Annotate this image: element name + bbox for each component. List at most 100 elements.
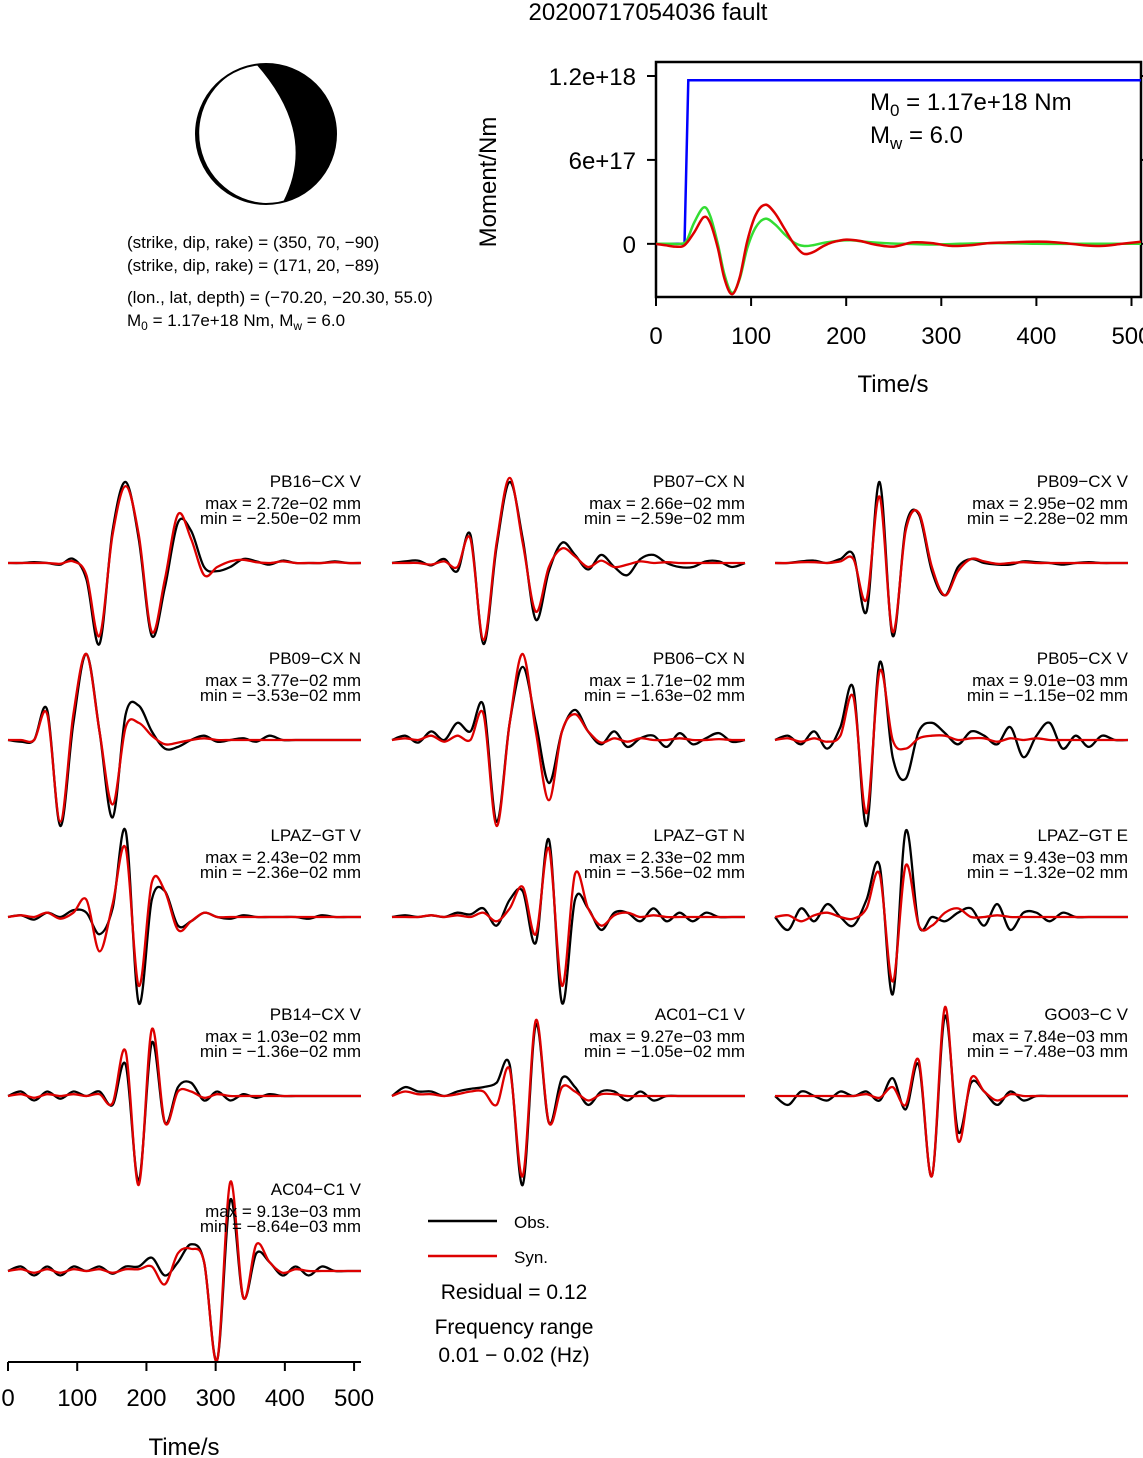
synthetic-trace bbox=[7, 1027, 361, 1187]
observed-trace bbox=[774, 829, 1128, 996]
waveform-x-tick-label: 100 bbox=[57, 1385, 97, 1412]
figure-title: 20200717054036 fault bbox=[529, 0, 768, 26]
station-max: max = 9.43e−03 mm bbox=[972, 848, 1128, 867]
station-name: PB05−CX V bbox=[1037, 649, 1129, 668]
synthetic-trace bbox=[774, 668, 1128, 815]
station-min: min = −2.50e−02 mm bbox=[200, 509, 361, 528]
nodal-plane-1: (strike, dip, rake) = (350, 70, −90) bbox=[127, 233, 379, 252]
synthetic-trace bbox=[391, 1019, 745, 1178]
waveform-x-tick-label: 200 bbox=[126, 1385, 166, 1412]
legend: Obs. Syn. bbox=[428, 1213, 550, 1267]
station-min: min = −1.05e−02 mm bbox=[584, 1042, 745, 1061]
waveform-x-tick-label: 500 bbox=[334, 1385, 374, 1412]
moment-x-tick-label: 100 bbox=[731, 323, 771, 350]
moment-plot: 0 100 200 300 400 500 1.2e+18 6e+17 0 bbox=[549, 60, 1143, 350]
station-min: min = −2.28e−02 mm bbox=[967, 509, 1128, 528]
moment-series-line bbox=[656, 203, 1141, 296]
beachball-white-lobe bbox=[199, 64, 296, 204]
station-min: min = −8.64e−03 mm bbox=[200, 1217, 361, 1236]
moment-plot-frame bbox=[654, 60, 1143, 299]
synthetic-trace bbox=[774, 863, 1128, 983]
station-max: max = 2.66e−02 mm bbox=[589, 494, 745, 513]
waveform-x-tick-label: 400 bbox=[265, 1385, 305, 1412]
station-max: max = 7.84e−03 mm bbox=[972, 1027, 1128, 1046]
station-max: max = 2.95e−02 mm bbox=[972, 494, 1128, 513]
station-name: AC04−C1 V bbox=[271, 1180, 362, 1199]
mw-annotation: Mw = 6.0 bbox=[870, 122, 963, 153]
station-min: min = −2.36e−02 mm bbox=[200, 863, 361, 882]
synthetic-trace bbox=[7, 652, 361, 823]
observed-trace bbox=[7, 1040, 361, 1182]
station-name: AC01−C1 V bbox=[655, 1005, 746, 1024]
station-name: LPAZ−GT N bbox=[654, 826, 745, 845]
station-min: min = −7.48e−03 mm bbox=[967, 1042, 1128, 1061]
moment-x-tick-label: 400 bbox=[1016, 323, 1056, 350]
station-max: max = 1.03e−02 mm bbox=[205, 1027, 361, 1046]
station-min: min = −1.15e−02 mm bbox=[967, 686, 1128, 705]
station-name: LPAZ−GT E bbox=[1037, 826, 1128, 845]
beachball bbox=[195, 63, 337, 205]
station-min: min = −1.63e−02 mm bbox=[584, 686, 745, 705]
station-name: PB16−CX V bbox=[270, 472, 362, 491]
station-min: min = −3.53e−02 mm bbox=[200, 686, 361, 705]
station-name: PB09−CX N bbox=[269, 649, 361, 668]
frequency-range-label: Frequency range bbox=[435, 1316, 594, 1339]
station-min: min = −2.59e−02 mm bbox=[584, 509, 745, 528]
moment-y-tick-label: 1.2e+18 bbox=[549, 64, 636, 91]
station-name: PB09−CX V bbox=[1037, 472, 1129, 491]
synthetic-trace bbox=[391, 652, 746, 828]
moment-y-tick-label: 0 bbox=[623, 232, 636, 259]
synthetic-trace bbox=[774, 1005, 1128, 1178]
station-name: PB14−CX V bbox=[270, 1005, 362, 1024]
synthetic-trace bbox=[7, 1180, 361, 1363]
legend-obs-label: Obs. bbox=[514, 1213, 550, 1232]
moment-series-line bbox=[656, 206, 1141, 295]
station-max: max = 2.43e−02 mm bbox=[205, 848, 361, 867]
moment-y-tick-label: 6e+17 bbox=[569, 148, 636, 175]
station-max: max = 9.01e−03 mm bbox=[972, 671, 1128, 690]
moment-x-tick-label: 300 bbox=[921, 323, 961, 350]
station-name: LPAZ−GT V bbox=[270, 826, 361, 845]
station-name: PB07−CX N bbox=[653, 472, 745, 491]
station-max: max = 3.77e−02 mm bbox=[205, 671, 361, 690]
observed-trace bbox=[7, 1198, 361, 1362]
station-max: max = 9.27e−03 mm bbox=[589, 1027, 745, 1046]
station-min: min = −3.56e−02 mm bbox=[584, 863, 745, 882]
moment-summary: M0 = 1.17e+18 Nm, Mw = 6.0 bbox=[127, 311, 345, 333]
waveform-x-axis-label: Time/s bbox=[148, 1434, 219, 1458]
moment-x-tick-label: 500 bbox=[1111, 323, 1143, 350]
waveform-x-tick-label: 300 bbox=[196, 1385, 236, 1412]
synthetic-trace bbox=[7, 484, 362, 638]
frequency-range-value: 0.01 − 0.02 (Hz) bbox=[438, 1344, 589, 1367]
station-max: max = 1.71e−02 mm bbox=[589, 671, 745, 690]
station-name: PB06−CX N bbox=[653, 649, 745, 668]
nodal-plane-2: (strike, dip, rake) = (171, 20, −89) bbox=[127, 256, 379, 275]
waveform-time-axis: 0 100 200 300 400 500 bbox=[1, 1361, 374, 1412]
station-max: max = 2.72e−02 mm bbox=[205, 494, 361, 513]
residual-label: Residual = 0.12 bbox=[441, 1281, 588, 1304]
moment-y-axis-label: Moment/Nm bbox=[475, 117, 502, 248]
station-min: min = −1.32e−02 mm bbox=[967, 863, 1128, 882]
moment-x-tick-label: 200 bbox=[826, 323, 866, 350]
hypocenter-location: (lon., lat, depth) = (−70.20, −20.30, 55… bbox=[127, 288, 433, 307]
waveform-x-tick-label: 0 bbox=[1, 1385, 14, 1412]
synthetic-trace bbox=[392, 846, 745, 987]
station-max: max = 9.13e−03 mm bbox=[205, 1202, 361, 1221]
moment-x-tick-label: 0 bbox=[649, 323, 662, 350]
synthetic-trace bbox=[7, 844, 361, 987]
station-max: max = 2.33e−02 mm bbox=[589, 848, 745, 867]
